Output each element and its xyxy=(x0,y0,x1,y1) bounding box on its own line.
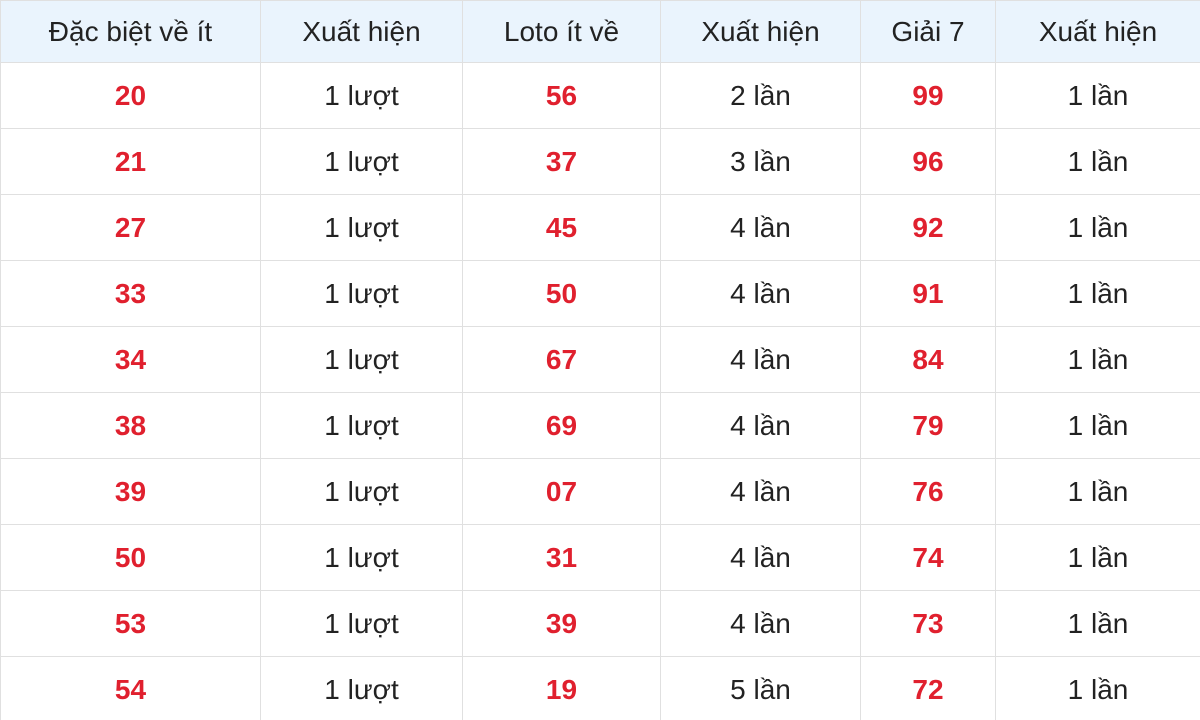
count-cell: 1 lần xyxy=(995,194,1200,261)
count-cell: 4 lần xyxy=(660,392,861,459)
number-cell: 67 xyxy=(462,326,661,393)
number-cell: 45 xyxy=(462,194,661,261)
number-cell: 79 xyxy=(860,392,996,459)
count-cell: 1 lượt xyxy=(260,590,463,657)
count-cell: 1 lượt xyxy=(260,194,463,261)
number-cell: 19 xyxy=(462,656,661,720)
count-cell: 4 lần xyxy=(660,458,861,525)
table-row: 33 1 lượt 50 4 lần 91 1 lần xyxy=(0,260,1200,327)
number-cell: 38 xyxy=(0,392,261,459)
table-row: 53 1 lượt 39 4 lần 73 1 lần xyxy=(0,590,1200,657)
number-cell: 37 xyxy=(462,128,661,195)
number-cell: 20 xyxy=(0,62,261,129)
table-row: 39 1 lượt 07 4 lần 76 1 lần xyxy=(0,458,1200,525)
table-row: 54 1 lượt 19 5 lần 72 1 lần xyxy=(0,656,1200,720)
column-header: Loto ít về xyxy=(462,0,661,63)
number-cell: 56 xyxy=(462,62,661,129)
count-cell: 1 lần xyxy=(995,326,1200,393)
count-cell: 1 lần xyxy=(995,458,1200,525)
count-cell: 4 lần xyxy=(660,590,861,657)
number-cell: 39 xyxy=(462,590,661,657)
number-cell: 76 xyxy=(860,458,996,525)
count-cell: 1 lượt xyxy=(260,524,463,591)
count-cell: 1 lượt xyxy=(260,392,463,459)
number-cell: 31 xyxy=(462,524,661,591)
table-row: 21 1 lượt 37 3 lần 96 1 lần xyxy=(0,128,1200,195)
count-cell: 1 lần xyxy=(995,260,1200,327)
count-cell: 1 lần xyxy=(995,590,1200,657)
number-cell: 92 xyxy=(860,194,996,261)
column-header: Xuất hiện xyxy=(260,0,463,63)
count-cell: 5 lần xyxy=(660,656,861,720)
number-cell: 53 xyxy=(0,590,261,657)
number-cell: 07 xyxy=(462,458,661,525)
number-cell: 39 xyxy=(0,458,261,525)
number-cell: 74 xyxy=(860,524,996,591)
table-row: 20 1 lượt 56 2 lần 99 1 lần xyxy=(0,62,1200,129)
count-cell: 4 lần xyxy=(660,326,861,393)
number-cell: 27 xyxy=(0,194,261,261)
count-cell: 1 lượt xyxy=(260,326,463,393)
column-header: Đặc biệt về ít xyxy=(0,0,261,63)
count-cell: 1 lượt xyxy=(260,458,463,525)
table-row: 38 1 lượt 69 4 lần 79 1 lần xyxy=(0,392,1200,459)
count-cell: 4 lần xyxy=(660,524,861,591)
number-cell: 73 xyxy=(860,590,996,657)
count-cell: 1 lần xyxy=(995,524,1200,591)
count-cell: 4 lần xyxy=(660,260,861,327)
table-row: 34 1 lượt 67 4 lần 84 1 lần xyxy=(0,326,1200,393)
table-row: 50 1 lượt 31 4 lần 74 1 lần xyxy=(0,524,1200,591)
number-cell: 72 xyxy=(860,656,996,720)
count-cell: 1 lượt xyxy=(260,656,463,720)
count-cell: 4 lần xyxy=(660,194,861,261)
count-cell: 1 lần xyxy=(995,392,1200,459)
table-row: 27 1 lượt 45 4 lần 92 1 lần xyxy=(0,194,1200,261)
count-cell: 1 lượt xyxy=(260,128,463,195)
number-cell: 54 xyxy=(0,656,261,720)
number-cell: 91 xyxy=(860,260,996,327)
column-header: Giải 7 xyxy=(860,0,996,63)
count-cell: 2 lần xyxy=(660,62,861,129)
number-cell: 99 xyxy=(860,62,996,129)
column-header: Xuất hiện xyxy=(995,0,1200,63)
header-row: Đặc biệt về ít Xuất hiện Loto ít về Xuất hi… xyxy=(0,0,1200,63)
number-cell: 21 xyxy=(0,128,261,195)
number-cell: 50 xyxy=(0,524,261,591)
count-cell: 3 lần xyxy=(660,128,861,195)
number-cell: 96 xyxy=(860,128,996,195)
count-cell: 1 lần xyxy=(995,62,1200,129)
number-cell: 69 xyxy=(462,392,661,459)
column-header: Xuất hiện xyxy=(660,0,861,63)
number-cell: 84 xyxy=(860,326,996,393)
count-cell: 1 lần xyxy=(995,128,1200,195)
number-cell: 34 xyxy=(0,326,261,393)
number-cell: 33 xyxy=(0,260,261,327)
count-cell: 1 lượt xyxy=(260,62,463,129)
number-cell: 50 xyxy=(462,260,661,327)
count-cell: 1 lần xyxy=(995,656,1200,720)
count-cell: 1 lượt xyxy=(260,260,463,327)
